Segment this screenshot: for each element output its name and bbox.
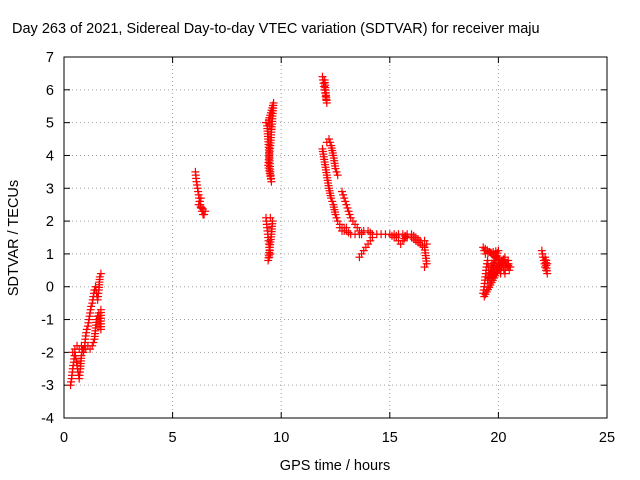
x-tick-label: 25 (599, 430, 615, 446)
data-point (342, 200, 351, 209)
data-point (479, 243, 488, 252)
data-point (543, 259, 552, 268)
data-point (344, 207, 353, 216)
data-point (480, 292, 489, 301)
y-tick-label: 1 (46, 247, 54, 263)
y-tick-label: 4 (46, 148, 54, 164)
data-point (267, 125, 276, 134)
data-point (200, 210, 209, 219)
data-point (366, 228, 375, 237)
y-tick-label: 0 (46, 280, 54, 296)
y-tick-label: 6 (46, 83, 54, 99)
data-point (89, 338, 98, 347)
data-point (338, 187, 347, 196)
data-point (422, 240, 431, 249)
y-tick-label: 3 (46, 181, 54, 197)
x-tick-label: 15 (382, 430, 398, 446)
x-tick-label: 20 (490, 430, 506, 446)
x-tick-label: 5 (169, 430, 177, 446)
data-point (196, 202, 205, 211)
y-tick-label: 5 (46, 116, 54, 132)
axis-ticks (63, 56, 608, 419)
data-point (328, 197, 337, 206)
y-tick-label: -4 (41, 411, 54, 427)
data-point (194, 200, 203, 209)
data-point (326, 138, 335, 147)
y-tick-label: 2 (46, 214, 54, 230)
data-point (340, 194, 349, 203)
data-point (339, 190, 348, 199)
data-point (344, 228, 353, 237)
plot-frame (63, 56, 608, 419)
data-point (505, 266, 514, 275)
data-point (96, 269, 105, 278)
data-point (332, 213, 341, 222)
x-tick-label: 0 (60, 430, 68, 446)
data-point (96, 305, 105, 314)
data-point (265, 121, 274, 130)
x-axis-label: GPS time / hours (280, 458, 390, 474)
data-point (320, 75, 329, 84)
data-point (343, 203, 352, 212)
chart-title: Day 263 of 2021, Sidereal Day-to-day VTE… (12, 21, 540, 37)
data-point (95, 272, 104, 281)
data-point (331, 210, 340, 219)
data-points (66, 72, 552, 390)
x-tick-label: 10 (273, 430, 289, 446)
data-point (324, 135, 333, 144)
data-point (345, 210, 354, 219)
y-axis-label: SDTVAR / TECUs (6, 180, 22, 296)
data-point (357, 228, 366, 237)
data-point (341, 197, 350, 206)
data-point (266, 213, 275, 222)
data-point (327, 194, 336, 203)
grid-lines (64, 57, 607, 418)
data-point (82, 325, 91, 334)
data-point (368, 233, 377, 242)
tick-labels: 0 5 10 15 20 25 -4 -3 -2 -1 0 1 2 3 4 5 6 7 (41, 50, 615, 446)
data-point (196, 194, 205, 203)
data-point (195, 197, 204, 206)
data-point (88, 341, 97, 350)
data-point (332, 167, 341, 176)
data-point (264, 118, 273, 127)
data-point (541, 253, 550, 262)
y-tick-label: -1 (41, 313, 54, 329)
y-tick-label: 7 (46, 50, 54, 66)
data-point (333, 171, 342, 180)
data-point (331, 164, 340, 173)
data-point (87, 302, 96, 311)
data-point (542, 256, 551, 265)
y-tick-label: -3 (41, 378, 54, 394)
data-point (420, 263, 429, 272)
y-tick-label: -2 (41, 345, 54, 361)
